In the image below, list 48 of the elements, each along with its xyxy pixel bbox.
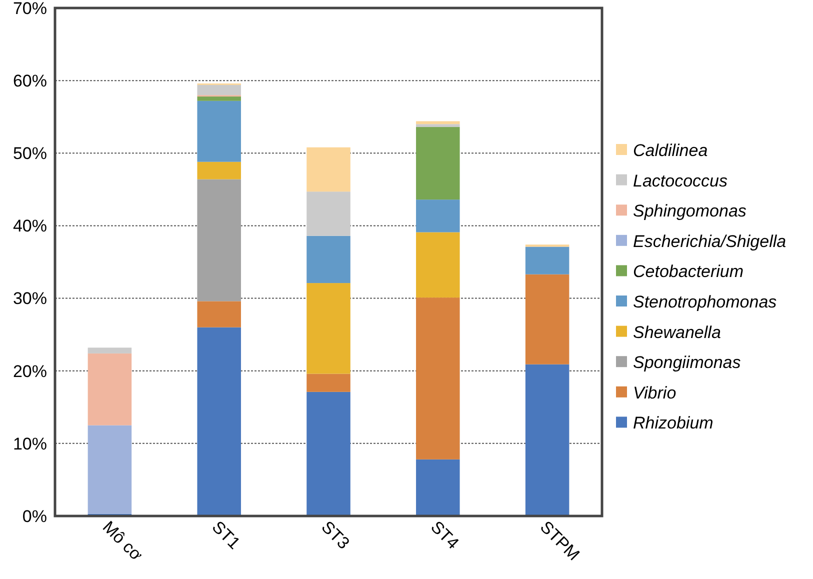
bar (306, 374, 350, 392)
y-tick-label: 30% (12, 289, 47, 308)
bar (416, 232, 460, 298)
bar (306, 283, 350, 374)
y-tick-label: 40% (12, 216, 47, 236)
y-tick-label: 20% (12, 362, 47, 381)
legend-label: Escherichia/Shigella (633, 232, 786, 251)
x-tick-label: ST1 (208, 517, 244, 553)
legend-label: Rhizobium (633, 414, 714, 433)
legend-label: Cetobacterium (633, 262, 744, 282)
bar (416, 200, 460, 232)
bar (88, 348, 132, 354)
bar (306, 147, 350, 192)
bar (197, 179, 241, 302)
legend-label: Caldilinea (633, 140, 708, 160)
bar (306, 392, 350, 516)
legend-label: Lactococcus (633, 171, 728, 190)
legend-label: Spongiimonas (633, 353, 742, 372)
legend-label: Vibrio (633, 383, 676, 402)
x-tick-label: ST3 (318, 517, 354, 553)
bar (197, 100, 241, 162)
bar (197, 327, 241, 516)
bar (197, 96, 241, 101)
x-tick-label: ST4 (427, 517, 463, 553)
x-tick-label: Mô cơ (98, 517, 146, 565)
legend-label: Sphingomonas (633, 202, 747, 221)
bar (197, 301, 241, 328)
bar (525, 274, 570, 364)
bar (197, 84, 241, 96)
y-tick-label: 70% (12, 0, 47, 18)
bar (525, 246, 570, 274)
bar (416, 121, 460, 124)
bar (306, 236, 350, 284)
bar (306, 192, 350, 236)
bar (416, 459, 460, 516)
legend-label: Stenotrophomonas (633, 292, 778, 312)
bar (88, 353, 132, 426)
bar (416, 298, 460, 460)
y-tick-label: 50% (12, 144, 47, 164)
bar (416, 124, 460, 128)
legend-label: Shewanella (633, 322, 721, 342)
bar (416, 127, 460, 200)
y-tick-label: 0% (22, 506, 47, 526)
bar (197, 162, 241, 180)
bar (88, 425, 132, 514)
y-tick-label: 10% (12, 434, 47, 454)
y-tick-label: 60% (12, 72, 47, 91)
bar (525, 364, 570, 516)
